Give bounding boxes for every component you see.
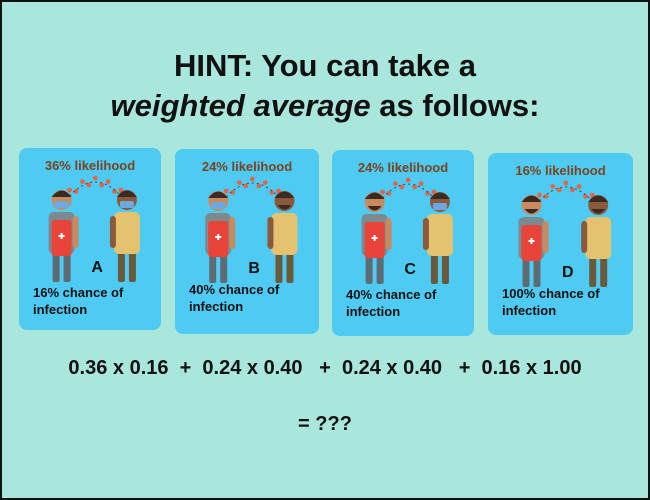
droplet-spray — [380, 177, 437, 199]
card-illustration: C — [361, 177, 453, 284]
card-likelihood: 24% likelihood — [357, 160, 449, 175]
person-right-icon — [267, 191, 298, 283]
card-letter: A — [91, 259, 103, 276]
droplet-spray — [67, 175, 124, 197]
card-likelihood: 24% likelihood — [201, 159, 293, 174]
card-illustration: B — [205, 176, 298, 283]
title-line-2: weighted average as follows: — [2, 86, 648, 126]
scenario-card-b: 24% likelihood B 40% chance of infection — [175, 149, 319, 334]
weighted-sum-equation: 0.36 x 0.16 + 0.24 x 0.40 + 0.24 x 0.40 … — [68, 357, 582, 379]
person-right-icon — [422, 192, 453, 284]
hint-title: HINT: You can take a weighted average as… — [2, 46, 648, 126]
card-chance: 16% chance of infection — [33, 285, 124, 317]
card-illustration: A — [48, 175, 140, 282]
scenario-card-a: 36% likelihood A 16% chance of infection — [19, 148, 161, 330]
droplet-spray — [537, 180, 595, 202]
equation-result: = ??? — [298, 413, 352, 435]
card-letter: D — [562, 264, 574, 281]
title-line-1: HINT: You can take a — [173, 48, 477, 83]
person-left-icon — [205, 191, 236, 283]
card-letter: B — [248, 260, 260, 277]
card-likelihood: 36% likelihood — [44, 158, 136, 173]
scenario-card-c: 24% likelihood C 40% chance of infection — [332, 150, 474, 336]
person-left-icon — [518, 195, 549, 287]
card-illustration: D — [518, 180, 612, 287]
title-line-2-rest: as follows: — [370, 88, 540, 123]
card-chance: 100% chance of infection — [502, 286, 600, 318]
title-emphasis: weighted average — [110, 88, 371, 123]
person-right-icon — [581, 195, 612, 287]
person-right-icon — [109, 190, 140, 282]
card-chance: 40% chance of infection — [189, 282, 280, 314]
person-left-icon — [361, 192, 392, 284]
card-letter: C — [404, 261, 416, 278]
person-left-icon — [48, 190, 79, 282]
card-likelihood: 16% likelihood — [515, 163, 606, 178]
droplet-spray — [223, 176, 281, 198]
card-chance: 40% chance of infection — [346, 287, 437, 319]
scenario-card-d: 16% likelihood D 100% chance of infectio… — [488, 153, 633, 335]
